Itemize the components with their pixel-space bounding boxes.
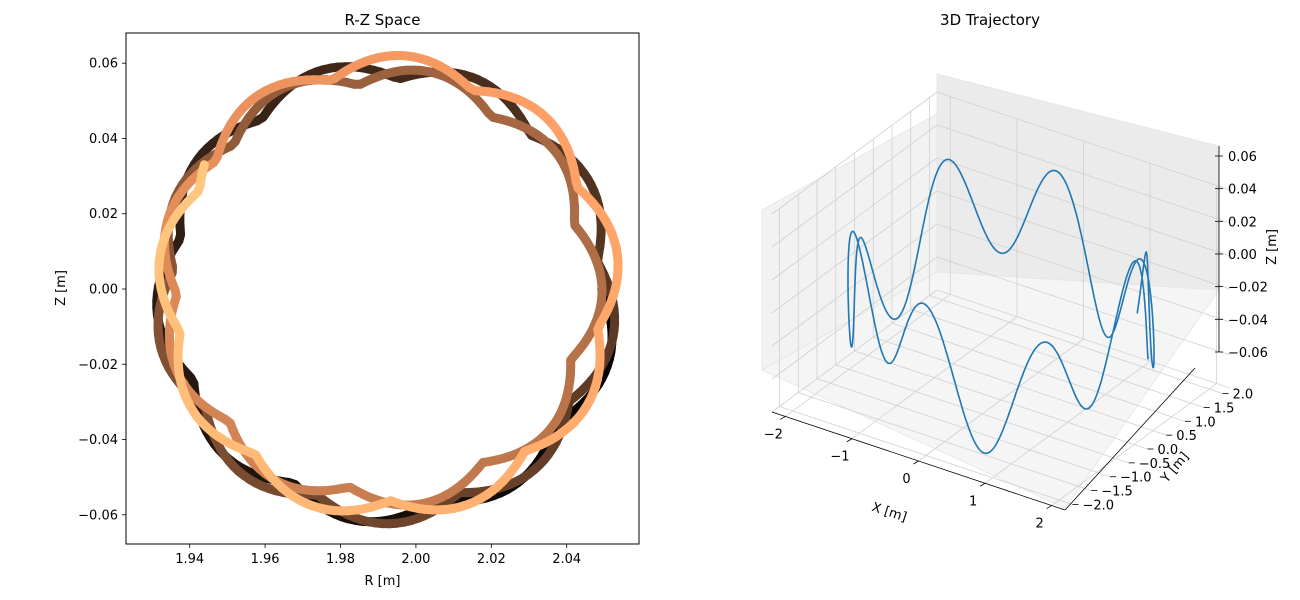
grid-line [936, 124, 1231, 224]
z-tick-label-3d: 0.04 [1228, 183, 1257, 198]
z-tick-label-3d: −0.02 [1228, 281, 1268, 296]
x-tick-label-3d: −2 [764, 427, 783, 442]
rz-y-tick-label: 0.04 [89, 132, 118, 147]
z-tick-label-3d: 0.00 [1228, 248, 1257, 263]
grid-line [771, 190, 938, 314]
rz-y-tick-label: 0.00 [89, 283, 118, 298]
grid-3d [771, 91, 1231, 506]
x-tick-label-3d: −1 [830, 450, 849, 465]
trajectory-3d-series [847, 158, 1155, 455]
rz-x-tick-label: 1.94 [175, 552, 204, 567]
x-tick-label-3d: 0 [902, 472, 910, 487]
grid-line [936, 289, 1231, 389]
rz-y-tick-label: −0.04 [78, 433, 118, 448]
x-tick-3d [979, 482, 986, 487]
y-tick-label-3d: 1.5 [1214, 401, 1235, 416]
y-tick-label-3d: 0.5 [1176, 429, 1197, 444]
ticks-3d: −2 −1 0 1 2 −2.0−1.5−1.0−0.50.00.51.01.52.0 −0… [764, 150, 1268, 532]
grid-line [798, 392, 1092, 491]
x-tick-3d [913, 460, 919, 465]
trajectory-3d-title: 3D Trajectory [940, 11, 1040, 29]
rz-chart: R-Z Space 1.94 1.96 1.98 2.00 2.02 2.04 −0.06… [54, 11, 640, 589]
z-tick-label-3d: −0.04 [1228, 313, 1268, 328]
x-axis-label-3d: X [m] [870, 500, 909, 525]
rz-x-tick-label: 1.98 [326, 552, 355, 567]
x-tick-label-3d: 2 [1036, 517, 1044, 532]
x-tick-label-3d: 1 [969, 494, 977, 509]
rz-scatter-segment [198, 160, 209, 177]
z-tick-label-3d: −0.06 [1228, 346, 1268, 361]
grid-line [891, 322, 1186, 422]
grid-line [936, 91, 1231, 191]
rz-y-tick-label: 0.02 [89, 207, 118, 222]
z-tick-label-3d: 0.06 [1228, 150, 1257, 165]
y-axis-line [1064, 367, 1196, 511]
x-tick-3d [780, 416, 786, 420]
grid-line [835, 364, 1129, 464]
y-tick-label-3d: −1.0 [1120, 471, 1152, 486]
rz-y-tick-label: −0.02 [78, 358, 118, 373]
rz-y-axis-label: Z [m] [54, 270, 69, 306]
grid-line [936, 223, 1231, 323]
y-tick-label-3d: −0.5 [1139, 457, 1171, 472]
rz-scatter-series [152, 51, 623, 529]
trajectory-3d-chart: 3D Trajectory −2−1012−2.0−1.5−1.0−0.50.0… [761, 11, 1280, 532]
trajectory-3d-line [847, 158, 1155, 455]
x-tick-3d [846, 438, 853, 443]
rz-x-tick-label: 2.02 [477, 552, 506, 567]
grid-line [771, 289, 938, 413]
y-tick-label-3d: −1.5 [1101, 485, 1133, 500]
grid-line [936, 157, 1231, 257]
grid-line [854, 350, 1148, 450]
grid-line [816, 378, 1111, 478]
grid-line [936, 256, 1231, 356]
grid-line [873, 336, 1167, 436]
grid-line [771, 157, 938, 281]
rz-x-tick-label: 2.00 [401, 552, 430, 567]
y-tick-label-3d: −2.0 [1083, 498, 1115, 513]
rz-axes-frame [125, 32, 640, 545]
grid-line [929, 295, 1223, 394]
rz-y-ticks: −0.06 −0.04 −0.02 0.00 0.02 0.04 0.06 [78, 57, 126, 523]
y-tick-label-3d: 2.0 [1233, 388, 1254, 403]
y-tick-label-3d: 0.0 [1158, 443, 1179, 458]
x-tick-3d [1046, 505, 1052, 509]
grid-line [771, 91, 938, 215]
rz-title: R-Z Space [345, 11, 421, 29]
rz-y-tick-label: 0.06 [89, 57, 118, 72]
rz-x-ticks: 1.94 1.96 1.98 2.00 2.02 2.04 [175, 544, 581, 567]
grid-line [779, 406, 1073, 505]
z-tick-label-3d: 0.02 [1228, 215, 1257, 230]
rz-x-axis-label: R [m] [365, 574, 401, 589]
rz-x-tick-label: 2.04 [552, 552, 581, 567]
rz-y-tick-label: −0.06 [78, 508, 118, 523]
rz-x-tick-label: 1.96 [251, 552, 280, 567]
y-tick-label-3d: 1.0 [1195, 415, 1216, 430]
grid-line [936, 190, 1231, 290]
grid-line [771, 124, 938, 248]
grid-line [910, 309, 1204, 408]
z-axis-label-3d: Z [m] [1265, 229, 1280, 265]
